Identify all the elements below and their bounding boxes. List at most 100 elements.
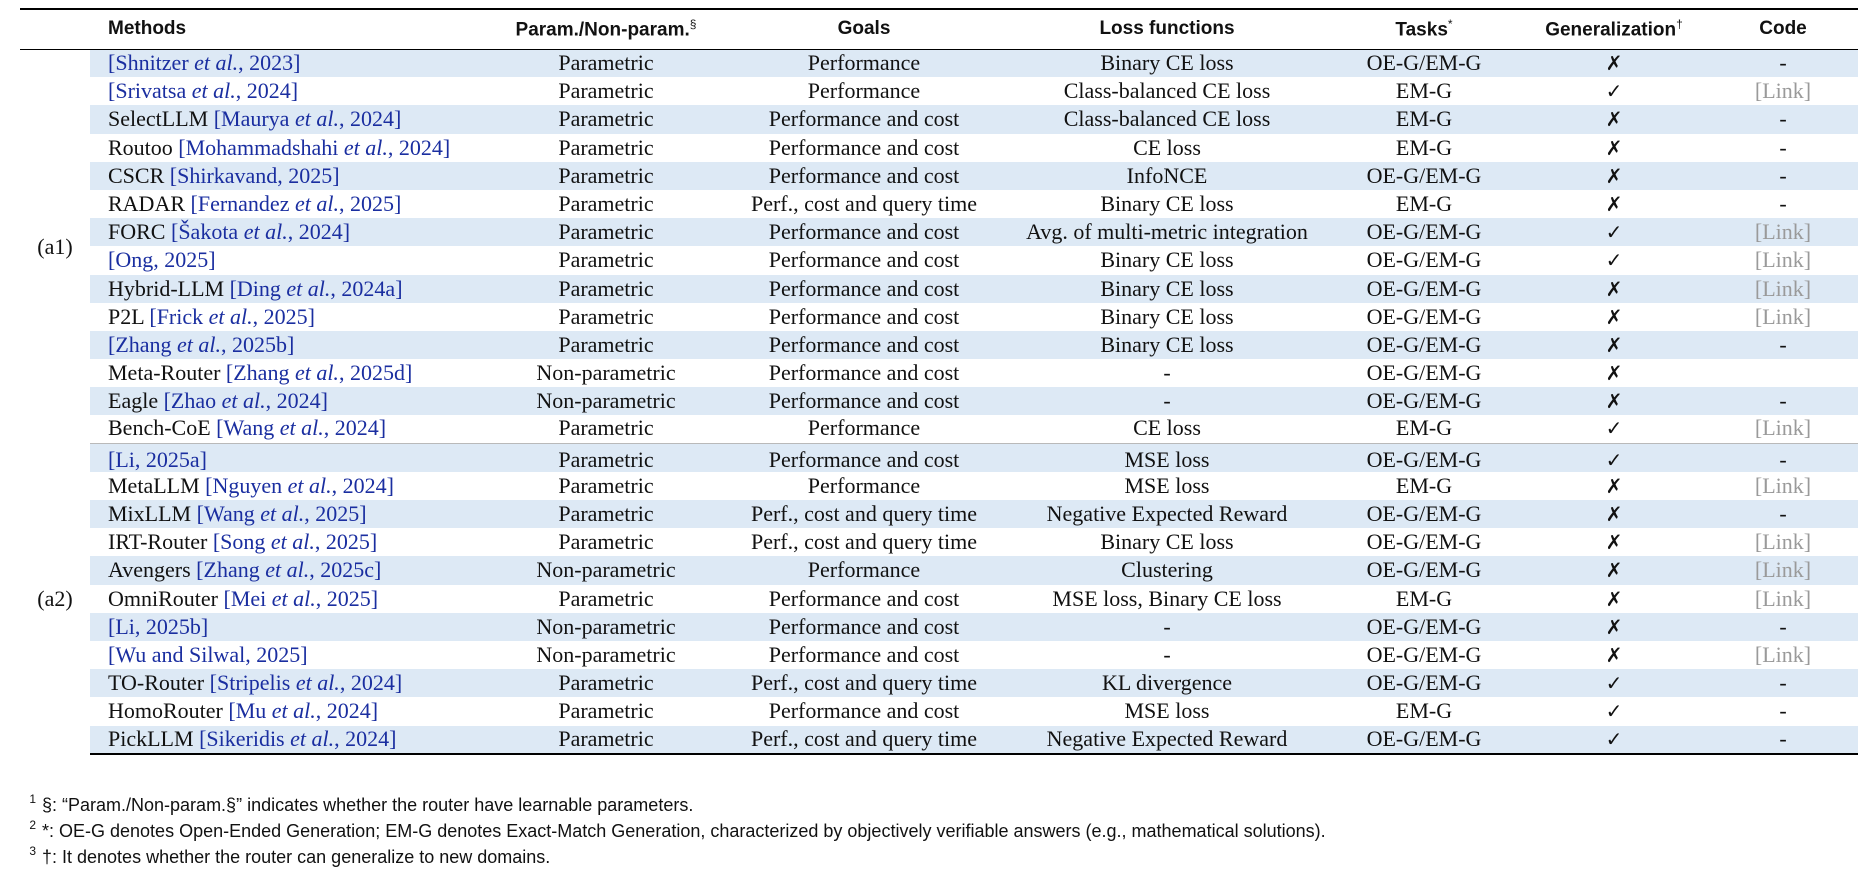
citation-link[interactable]: [Zhao et al., 2024] (164, 388, 328, 413)
citation-bracket-open: [ (170, 219, 179, 245)
code-value: - (1779, 50, 1787, 76)
code-link[interactable]: [Link] (1754, 275, 1812, 301)
citation-link[interactable]: [Wang et al., 2025] (197, 501, 367, 526)
generalization-cell: ✗ (1520, 303, 1708, 331)
code-link[interactable]: [Link] (1754, 642, 1812, 668)
table-row: [Li, 2025b] Non-parametric Performance and… (20, 612, 1858, 641)
cross-icon: ✗ (1605, 163, 1623, 188)
loss-cell: Negative Expected Reward (1006, 500, 1328, 529)
code-link[interactable]: [Link] (1754, 557, 1812, 583)
citation-bracket-open: [ (169, 162, 178, 188)
citation-link[interactable]: [Sikeridis et al., 2024] (199, 726, 396, 751)
code-link[interactable]: [Link] (1754, 529, 1812, 555)
code-link[interactable]: [Link] (1754, 585, 1812, 611)
method-name: Meta-Router (108, 360, 226, 386)
citation-bracket-close: ] (200, 613, 209, 639)
citation-bracket-open: [ (108, 642, 116, 668)
loss-cell: MSE loss, Binary CE loss (1052, 585, 1282, 611)
param-cell: Parametric (558, 585, 654, 611)
citation-link[interactable]: [Fernandez et al., 2025] (191, 191, 402, 216)
citation-year: , 2025 (252, 303, 308, 329)
citation-link[interactable]: [Maurya et al., 2024] (214, 106, 402, 131)
method-cell: Avengers [Zhang et al., 2025c] (90, 556, 490, 585)
citation-etal: et al. (274, 415, 324, 441)
param-cell: Parametric (558, 698, 654, 724)
loss-cell: Binary CE loss (1006, 274, 1328, 303)
code-link[interactable]: [Link] (1754, 78, 1812, 104)
tasks-cell: OE-G/EM-G (1328, 612, 1520, 641)
goals-cell: Performance (807, 472, 921, 498)
citation-link[interactable]: [Wang et al., 2024] (216, 415, 386, 440)
loss-cell: CE loss (1006, 415, 1328, 445)
code-link[interactable]: [Link] (1754, 219, 1812, 245)
citation-author: Maurya (221, 106, 290, 132)
citation-link[interactable]: [Šakota et al., 2024] (171, 219, 350, 244)
code-link[interactable]: [Link] (1754, 247, 1812, 273)
citation-link[interactable]: [Nguyen et al., 2024] (205, 473, 394, 498)
table-row: RADAR [Fernandez et al., 2025] Parametric… (20, 190, 1858, 218)
citation-link[interactable]: [Song et al., 2025] (213, 529, 377, 554)
citation-link[interactable]: [Srivatsa et al., 2024] (108, 78, 298, 103)
table-row: TO-Router [Stripelis et al., 2024] Parame… (20, 669, 1858, 698)
code-link[interactable]: [Link] (1754, 303, 1812, 329)
code-cell: - (1708, 669, 1858, 698)
method-cell: Bench-CoE [Wang et al., 2024] (90, 415, 490, 445)
param-cell: Parametric (558, 303, 654, 329)
citation-author: Mu (235, 698, 267, 724)
citation-link[interactable]: [Shirkavand, 2025] (170, 163, 340, 188)
tasks-cell: OE-G/EM-G (1366, 303, 1482, 329)
code-link[interactable]: [Link] (1754, 472, 1812, 498)
table-row: Meta-Router [Zhang et al., 2025d] Non-par… (20, 359, 1858, 387)
citation-bracket-close: ] (369, 529, 378, 555)
cross-icon: ✗ (1605, 107, 1623, 132)
tasks-cell: OE-G/EM-G (1328, 330, 1520, 360)
goals-cell: Performance and cost (768, 698, 960, 724)
generalization-cell: ✗ (1520, 528, 1708, 556)
citation-link[interactable]: [Ong, 2025] (108, 247, 216, 272)
generalization-cell: ✓ (1520, 443, 1708, 472)
citation-link[interactable]: [Zhang et al., 2025c] (196, 557, 381, 582)
tasks-cell: EM-G (1328, 105, 1520, 134)
citation-author: Song (220, 529, 266, 555)
cross-icon: ✗ (1605, 276, 1623, 301)
generalization-cell: ✗ (1520, 134, 1708, 162)
citation-link[interactable]: [Mu et al., 2024] (228, 698, 378, 723)
citation-link[interactable]: [Frick et al., 2025] (149, 304, 315, 329)
citation-author: Šakota (178, 219, 239, 245)
header-methods: Methods (90, 8, 490, 50)
generalization-cell: ✗ (1520, 556, 1708, 585)
citation-bracket-close: ] (208, 247, 216, 273)
citation-year: , 2024 (338, 106, 394, 132)
citation-bracket-open: [ (196, 557, 204, 583)
citation-link[interactable]: [Stripelis et al., 2024] (210, 670, 403, 695)
citation-link[interactable]: [Li, 2025a] (108, 447, 207, 472)
citation-bracket-close: ] (320, 388, 328, 414)
citation-link[interactable]: [Ding et al., 2024a] (230, 276, 403, 301)
citation-link[interactable]: [Wu and Silwal, 2025] (108, 642, 308, 667)
citation-link[interactable]: [Zhang et al., 2025d] (226, 360, 412, 385)
citation-link[interactable]: [Shnitzer et al., 2023] (108, 50, 300, 75)
goals-cell: Performance (722, 415, 1006, 445)
citation-link[interactable]: [Mei et al., 2025] (224, 586, 379, 611)
tasks-cell: EM-G (1395, 585, 1453, 611)
tasks-cell: EM-G (1395, 191, 1453, 217)
method-cell: [Ong, 2025] (90, 246, 490, 274)
citation-link[interactable]: [Li, 2025b] (108, 614, 208, 639)
citation-etal: et al. (259, 557, 310, 583)
citation-link[interactable]: [Mohammadshahi et al., 2024] (178, 135, 450, 160)
citation-author: Shirkavand, 2025 (177, 162, 333, 188)
method-cell: [Zhang et al., 2025b] (90, 330, 490, 360)
code-link[interactable]: [Link] (1754, 415, 1812, 441)
tasks-cell: EM-G (1395, 698, 1453, 724)
method-cell: [Wu and Silwal, 2025] (90, 641, 490, 669)
tasks-cell: EM-G (1328, 415, 1520, 445)
table-row: (a2) [Li, 2025a] Parametric Performance and… (20, 443, 1858, 754)
table-row: P2L [Frick et al., 2025] Parametric Perfor… (20, 303, 1858, 331)
citation-bracket-close: ] (300, 642, 308, 668)
method-cell: [Li, 2025b] (90, 612, 490, 641)
method-name: HomoRouter (108, 698, 229, 724)
citation-bracket-open: [ (212, 529, 221, 555)
citation-bracket-open: [ (228, 698, 236, 724)
header-tasks-label: Tasks (1395, 19, 1448, 41)
citation-link[interactable]: [Zhang et al., 2025b] (108, 332, 294, 357)
